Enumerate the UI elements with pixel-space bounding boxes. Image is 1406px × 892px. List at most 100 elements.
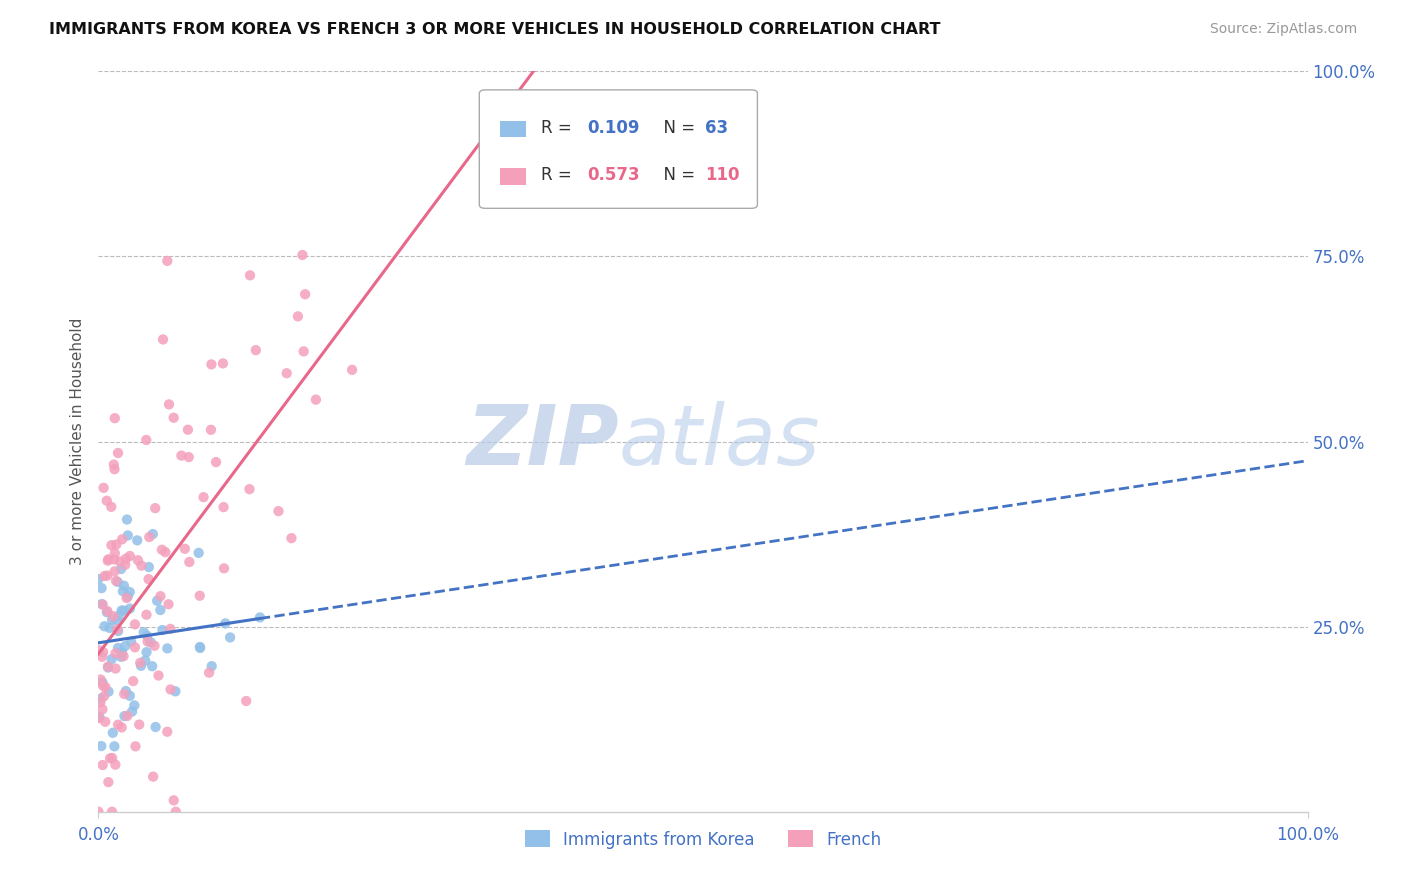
Point: [87, 805, 110, 819]
Point: [94, 680, 117, 694]
Point: [105, 622, 128, 636]
Point: [135, 433, 157, 447]
Point: [131, 558, 153, 573]
Point: [198, 665, 221, 680]
Point: [146, 594, 169, 608]
Point: [110, 562, 132, 576]
Point: [143, 639, 166, 653]
Point: [107, 640, 129, 655]
Point: [103, 458, 125, 472]
Point: [115, 512, 138, 526]
Point: [114, 558, 136, 572]
Point: [103, 609, 125, 624]
Point: [200, 358, 222, 372]
Y-axis label: 3 or more Vehicles in Household: 3 or more Vehicles in Household: [69, 318, 84, 566]
Point: [156, 253, 179, 268]
Bar: [501, 121, 526, 137]
Point: [104, 757, 127, 772]
Point: [121, 705, 143, 719]
Point: [103, 462, 125, 476]
Point: [93, 569, 115, 583]
Text: 0.109: 0.109: [586, 119, 640, 136]
Point: [97, 659, 120, 673]
Point: [117, 590, 139, 604]
Point: [103, 552, 125, 566]
Point: [112, 709, 135, 723]
Point: [177, 423, 200, 437]
Point: [100, 652, 122, 666]
Point: [105, 614, 128, 628]
Point: [177, 450, 200, 464]
Bar: [501, 169, 526, 185]
Point: [152, 623, 174, 637]
Point: [90, 691, 112, 706]
Point: [173, 541, 195, 556]
Point: [205, 455, 228, 469]
Text: IMMIGRANTS FROM KOREA VS FRENCH 3 OR MORE VEHICLES IN HOUSEHOLD CORRELATION CHAR: IMMIGRANTS FROM KOREA VS FRENCH 3 OR MOR…: [49, 22, 941, 37]
Text: N =: N =: [654, 166, 700, 184]
Text: N =: N =: [654, 119, 700, 136]
Text: 0.573: 0.573: [586, 166, 640, 184]
Point: [90, 673, 112, 687]
Point: [276, 366, 298, 380]
Point: [97, 552, 120, 566]
Point: [111, 721, 134, 735]
Point: [219, 631, 242, 645]
Point: [136, 629, 159, 643]
Point: [163, 793, 186, 807]
Point: [163, 410, 186, 425]
Point: [93, 619, 115, 633]
Point: [98, 751, 121, 765]
Point: [107, 717, 129, 731]
Text: R =: R =: [541, 166, 576, 184]
Point: [91, 645, 114, 659]
Point: [107, 624, 129, 638]
Point: [150, 542, 173, 557]
Point: [91, 649, 114, 664]
Point: [135, 645, 157, 659]
Point: [91, 675, 114, 690]
Point: [294, 287, 316, 301]
Point: [149, 589, 172, 603]
Point: [112, 579, 135, 593]
Point: [96, 493, 118, 508]
Point: [124, 698, 146, 713]
Point: [212, 561, 235, 575]
Point: [212, 356, 235, 370]
Point: [94, 714, 117, 729]
Point: [287, 310, 309, 324]
Point: [111, 533, 134, 547]
Point: [124, 640, 146, 655]
Point: [117, 709, 139, 723]
Point: [89, 710, 111, 724]
Point: [89, 695, 111, 709]
Point: [159, 622, 181, 636]
Point: [105, 537, 128, 551]
Point: [148, 668, 170, 682]
Point: [98, 621, 121, 635]
Point: [115, 591, 138, 605]
Point: [114, 639, 136, 653]
Point: [104, 546, 127, 560]
Point: [136, 634, 159, 648]
Point: [101, 726, 124, 740]
Text: ZIP: ZIP: [465, 401, 619, 482]
Point: [249, 610, 271, 624]
Point: [132, 625, 155, 640]
Point: [138, 530, 160, 544]
Text: 110: 110: [706, 166, 740, 184]
Point: [157, 597, 180, 611]
Point: [108, 554, 131, 568]
FancyBboxPatch shape: [479, 90, 758, 209]
Point: [305, 392, 328, 407]
Point: [134, 653, 156, 667]
Point: [91, 598, 114, 612]
Point: [212, 500, 235, 515]
Point: [101, 751, 124, 765]
Point: [97, 684, 120, 698]
Point: [97, 775, 120, 789]
Point: [101, 805, 124, 819]
Point: [110, 649, 132, 664]
Point: [145, 720, 167, 734]
Text: 63: 63: [706, 119, 728, 136]
